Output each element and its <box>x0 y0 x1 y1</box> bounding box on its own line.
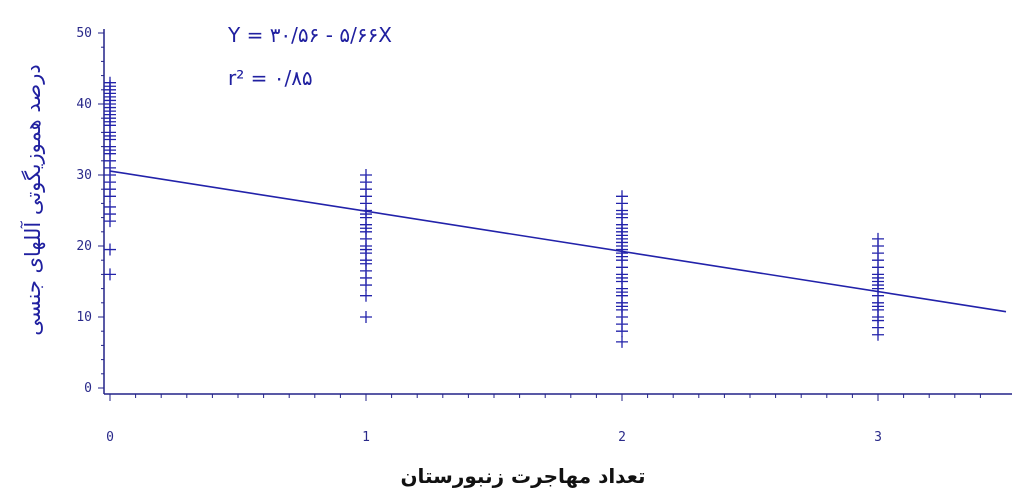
data-point <box>104 76 116 89</box>
y-tick-label: 30 <box>76 168 92 183</box>
data-point <box>872 232 884 245</box>
data-point <box>104 200 116 213</box>
data-point <box>104 268 116 281</box>
y-axis-title: درصد هموزیگوتی آللهای جنسی <box>20 64 45 335</box>
marks-layer: 0 10 20 30 40 50 0 1 2 3 <box>76 26 1012 445</box>
y-tick-label: 10 <box>76 310 92 325</box>
y-tick-label: 50 <box>76 26 92 41</box>
regression-line <box>109 170 1007 313</box>
data-point <box>360 169 372 181</box>
y-tick-label: 20 <box>76 239 92 254</box>
data-point <box>616 335 628 348</box>
y-tick-label: 0 <box>84 381 92 396</box>
data-point <box>360 311 372 323</box>
x-axis-title: تعداد مهاجرت زنبورستان <box>400 464 645 488</box>
y-tick-label: 40 <box>76 97 92 112</box>
x-tick-label: 1 <box>362 430 370 445</box>
x-tick-label: 2 <box>618 430 626 445</box>
regression-equation: Y = ۳۰/۵۶ - ۵/۶۶X <box>227 23 392 47</box>
r-squared-label: r² = ۰/۸۵ <box>228 66 313 90</box>
x-tick-label: 3 <box>874 430 882 445</box>
data-point <box>616 190 628 203</box>
data-point <box>360 289 372 302</box>
x-tick-label: 0 <box>106 430 114 445</box>
data-point <box>104 243 116 256</box>
